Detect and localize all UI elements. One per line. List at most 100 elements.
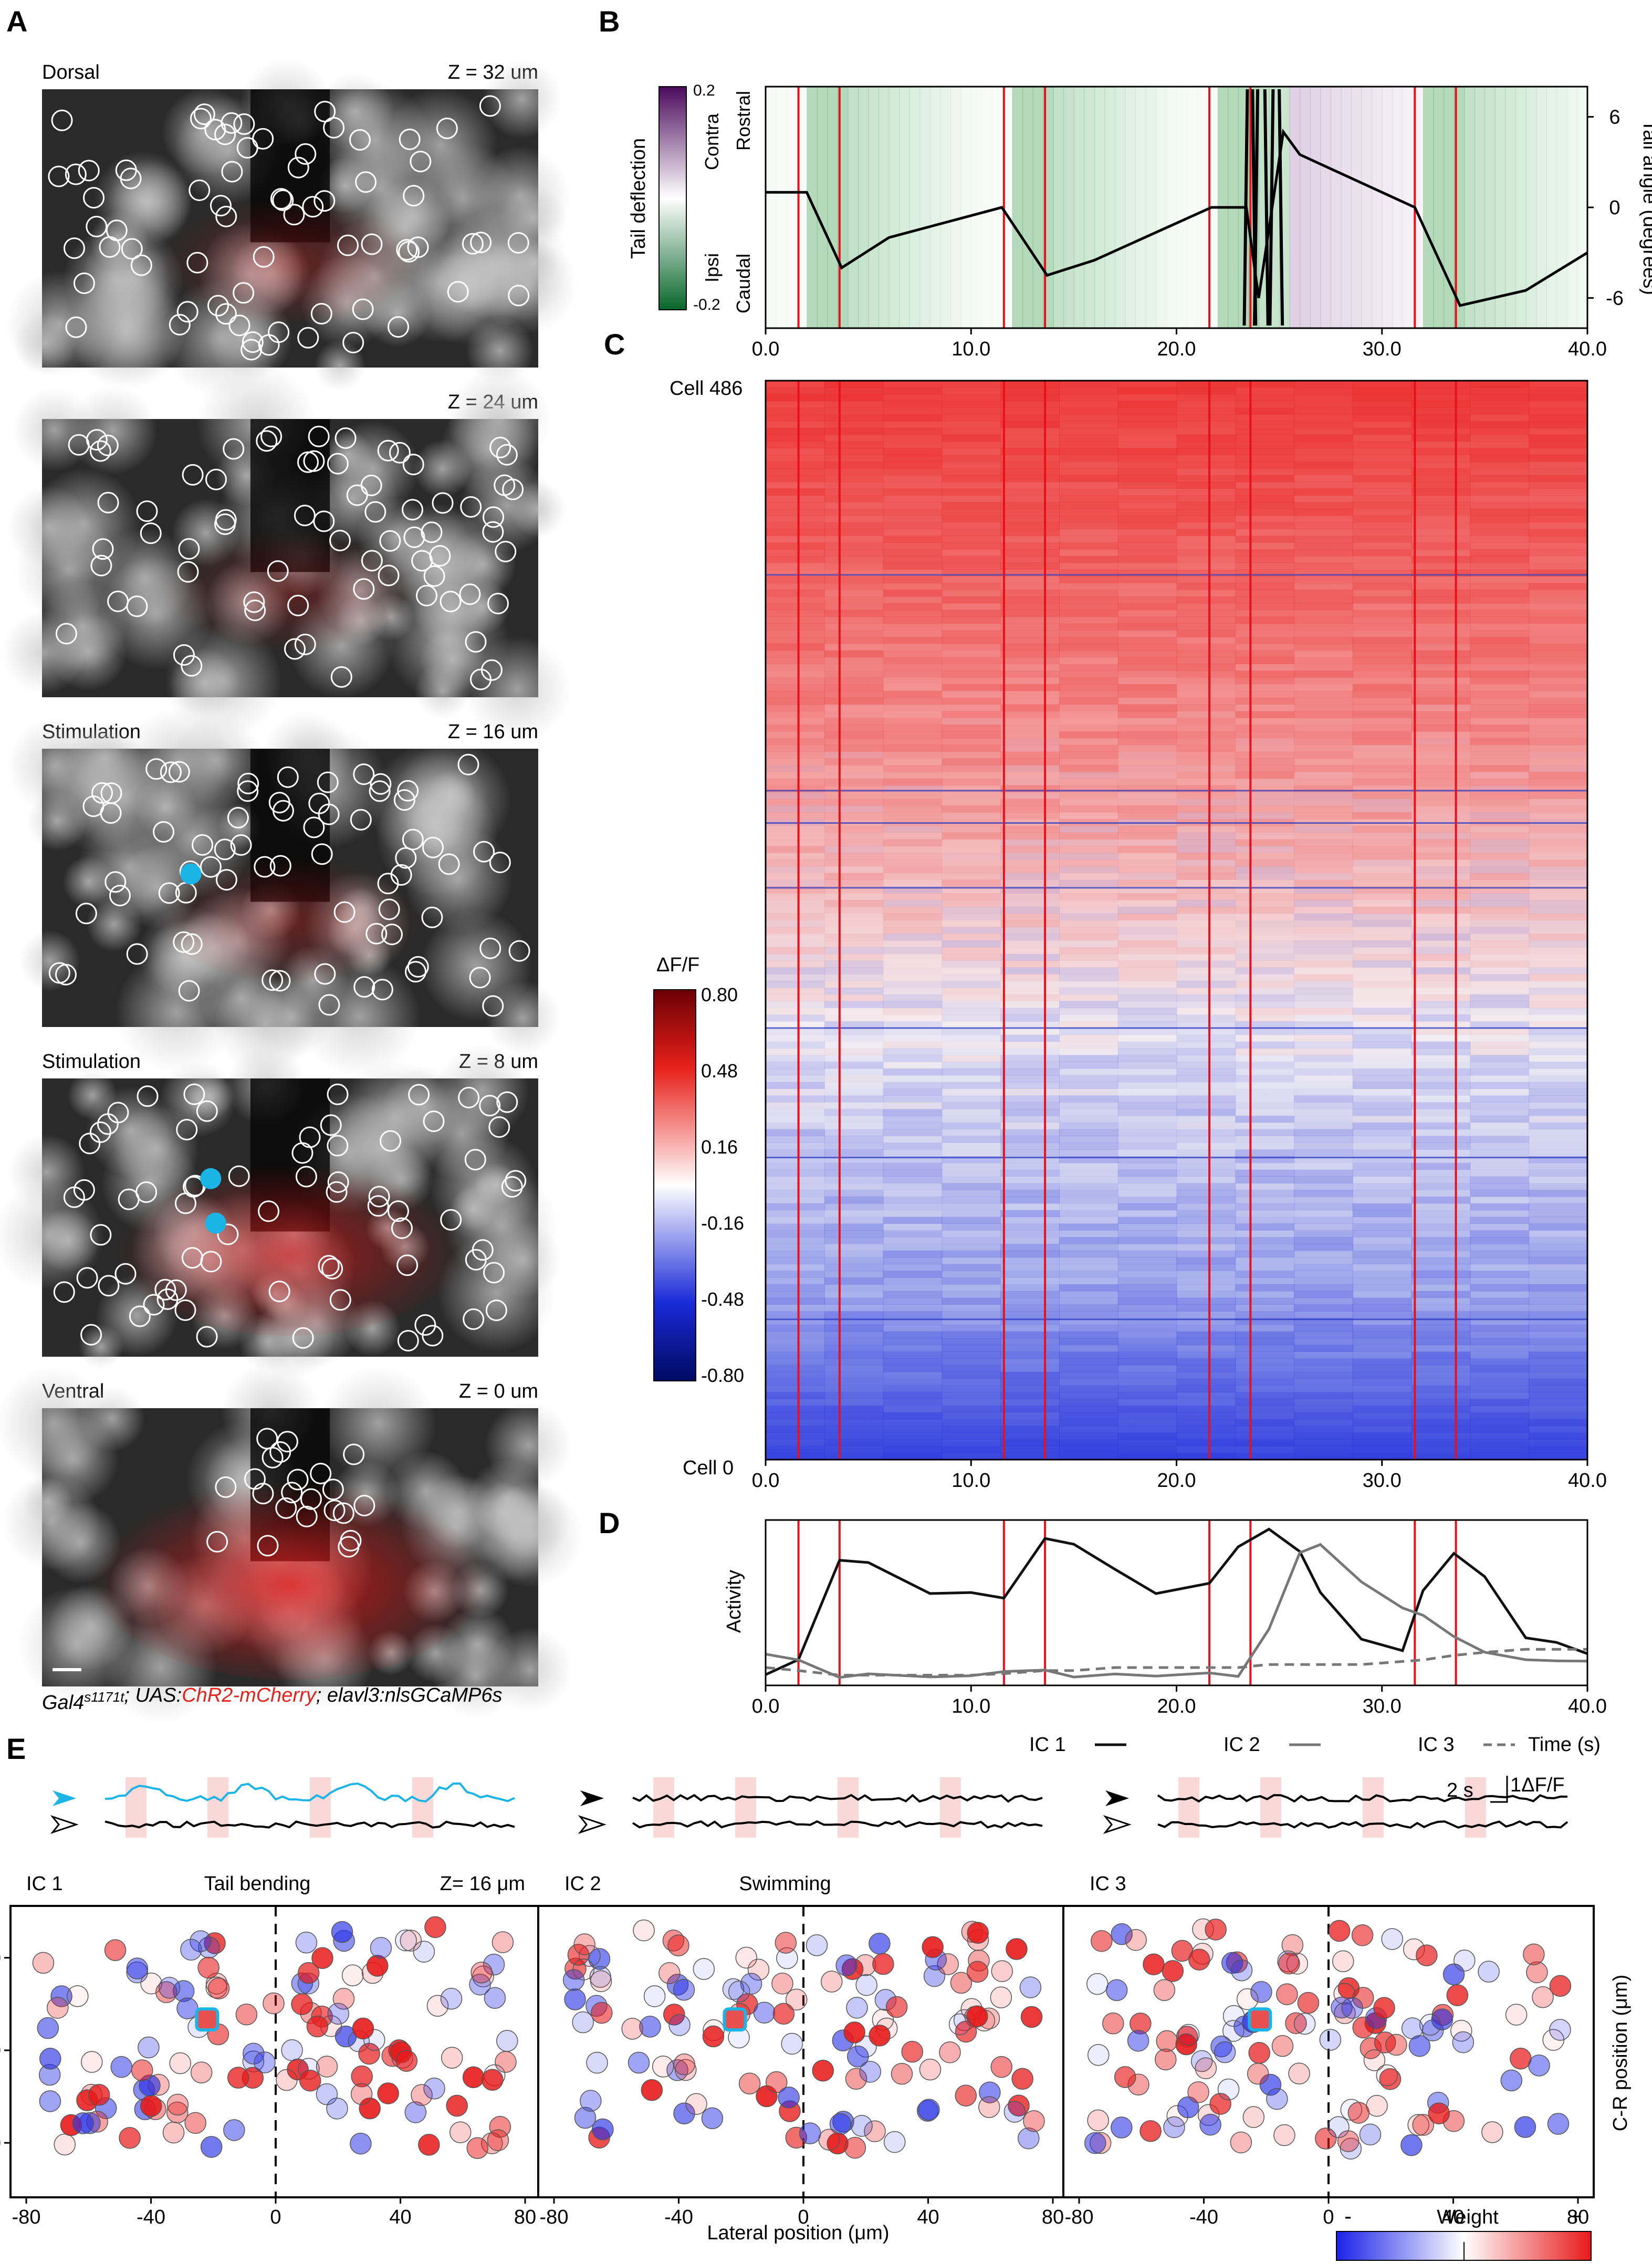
cell-row-segment	[1294, 994, 1353, 1002]
weighted-cell	[580, 2090, 602, 2112]
cell-row-segment	[1411, 1021, 1471, 1028]
weighted-cell	[1153, 1979, 1176, 2001]
weight-colorbar-group: - Weight +	[1336, 2204, 1592, 2261]
cell-row-segment	[942, 1372, 1001, 1379]
plot-b-x-tick-label: 10.0	[952, 338, 990, 360]
weighted-cell	[449, 2121, 472, 2143]
cell-row-segment	[1117, 1055, 1177, 1062]
weighted-cell	[591, 2001, 613, 2024]
cell-row-segment	[1235, 677, 1295, 685]
cell-row-segment	[1411, 394, 1471, 402]
ic-map-title: Tail bending	[204, 1873, 311, 1895]
cell-row-segment	[1411, 1055, 1471, 1062]
cell-row-segment	[766, 833, 825, 840]
cell-row-segment	[1352, 1082, 1412, 1089]
cell-row-segment	[1177, 879, 1236, 886]
cell-row-segment	[1529, 906, 1588, 914]
cell-roi	[297, 451, 319, 473]
cell-row-segment	[1176, 394, 1236, 402]
weighted-cell	[140, 2095, 162, 2117]
cell-roi	[252, 1483, 274, 1505]
cell-row-segment	[824, 1244, 884, 1251]
weighted-cell	[291, 1993, 313, 2016]
cell-row-segment	[1470, 1257, 1530, 1265]
cell-row-segment	[942, 455, 1001, 462]
cell-row-segment	[1059, 745, 1118, 752]
cell-row-segment	[1176, 590, 1236, 597]
cell-row-segment	[1059, 974, 1118, 981]
cell-row-segment	[942, 462, 1001, 469]
cell-row-segment	[1352, 421, 1412, 428]
cell-row-segment	[1352, 953, 1412, 961]
cell-row-segment	[883, 1041, 943, 1049]
cell-row-segment	[766, 745, 825, 752]
cell-row-segment	[1118, 1035, 1177, 1042]
cell-row-segment	[766, 1049, 825, 1055]
weighted-cell	[54, 2133, 76, 2156]
cell-row-segment	[1177, 826, 1236, 833]
cell-roi	[326, 1181, 348, 1203]
cell-row-segment	[1470, 1365, 1530, 1372]
cell-row-segment	[766, 657, 825, 664]
cell-row-segment	[1000, 731, 1060, 738]
cell-row-segment	[1470, 947, 1530, 955]
cell-row-segment	[1176, 562, 1236, 570]
cell-row-segment	[942, 731, 1001, 739]
cell-row-segment	[824, 1149, 884, 1157]
weighted-cell	[991, 1960, 1013, 1982]
weighted-cell	[350, 2132, 372, 2155]
cell-row-segment	[1352, 448, 1412, 455]
cell-row-segment	[1411, 555, 1471, 563]
cell-row-segment	[1176, 1082, 1236, 1089]
cell-row-segment	[1294, 1197, 1353, 1204]
cell-row-segment	[1470, 1439, 1530, 1447]
cell-row-segment	[883, 448, 943, 455]
cell-row-segment	[824, 1223, 884, 1231]
cell-row-segment	[1352, 906, 1412, 914]
cell-row-segment	[1470, 1115, 1530, 1123]
cell-row-segment	[1235, 387, 1295, 395]
cell-row-segment	[1176, 994, 1236, 1002]
panel-d-ic-activity: Activity 0.0 10.0 20.0 30.0 40.0 IC 1 IC 2 I…	[723, 1519, 1607, 1756]
cell-roi	[287, 594, 309, 616]
cell-row-segment	[1470, 967, 1529, 974]
cell-row-segment	[1470, 401, 1530, 408]
cell-row-segment	[1059, 407, 1118, 415]
weighted-cell	[621, 2018, 643, 2040]
cell-row-segment	[1352, 495, 1412, 502]
cell-row-segment	[1117, 1162, 1177, 1170]
cell-row-segment	[1529, 502, 1588, 509]
cell-row-segment	[1294, 1129, 1353, 1136]
cell-row-segment	[1352, 414, 1412, 422]
cell-row-segment	[824, 987, 884, 995]
cell-row-segment	[1235, 1419, 1295, 1427]
cell-row-segment	[1352, 1008, 1412, 1015]
cell-row-segment	[1176, 475, 1236, 483]
cell-row-segment	[942, 1035, 1001, 1042]
cell-row-segment	[1000, 745, 1060, 752]
cell-row-segment	[1235, 1001, 1295, 1008]
cell-row-segment	[1000, 536, 1060, 543]
cell-roi	[277, 766, 299, 788]
weighted-cell	[1102, 2013, 1124, 2035]
weighted-cell	[1446, 1984, 1469, 2006]
cell-row-segment	[1352, 1223, 1412, 1231]
cell-row-segment	[1235, 1331, 1295, 1339]
weighted-cell	[358, 2042, 380, 2065]
cell-roi	[121, 238, 143, 260]
cell-row-segment	[883, 1102, 943, 1109]
cell-row-segment	[942, 751, 1001, 759]
weighted-cell	[818, 2129, 840, 2151]
cell-row-segment	[1470, 1190, 1530, 1197]
cell-row-segment	[824, 873, 884, 880]
cell-row-segment	[1294, 427, 1353, 435]
cell-roi	[391, 1217, 413, 1239]
cell-row-segment	[1352, 643, 1412, 651]
cell-row-segment	[1176, 677, 1236, 685]
cell-row-segment	[883, 711, 943, 718]
tail-heatmap-cell	[940, 87, 952, 328]
cell-row-segment	[824, 502, 884, 509]
cell-row-segment	[1352, 690, 1412, 698]
cell-roi	[368, 1186, 390, 1208]
cell-row-segment	[1352, 1277, 1412, 1285]
